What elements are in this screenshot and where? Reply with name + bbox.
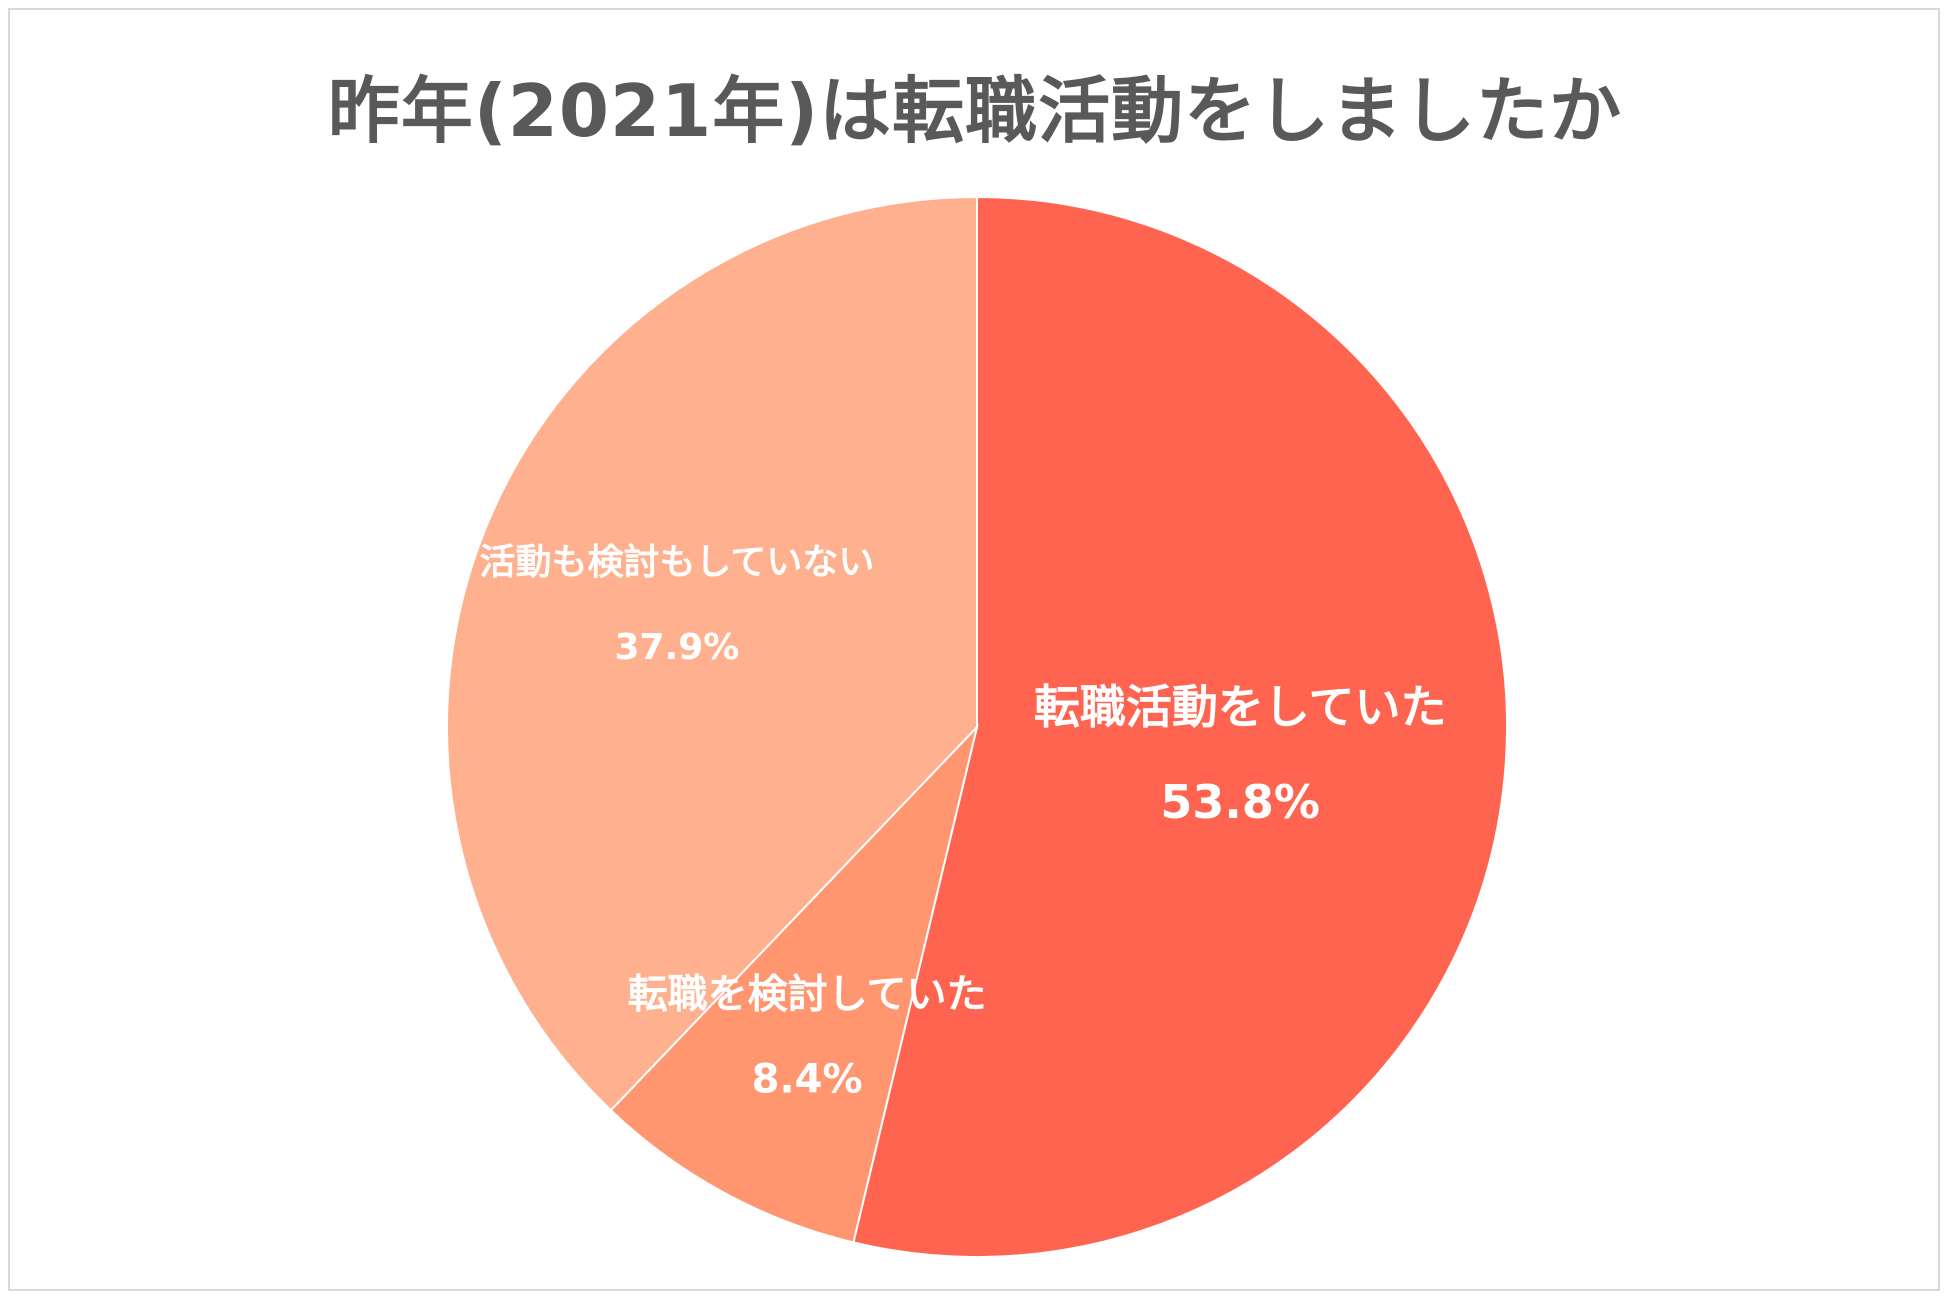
pie-slice-neither (446, 195, 978, 1112)
pie-slices (446, 195, 1508, 1258)
slice-category-label-considered: 転職を検討していた (628, 971, 987, 1017)
slice-value-label-considered: 8.4% (752, 1056, 863, 1102)
chart-title: 昨年(2021年)は転職活動をしましたか (327, 69, 1623, 153)
slice-value-label-neither: 37.9% (614, 627, 739, 668)
slice-category-label-changed-jobs: 転職活動をしていた (1034, 680, 1447, 734)
pie-slice-changed-jobs (852, 195, 1508, 1258)
slice-category-label-neither: 活動も検討もしていない (479, 542, 874, 583)
slice-value-label-changed-jobs: 53.8% (1160, 775, 1320, 829)
slice-labels: 転職活動をしていた 53.8% 転職を検討していた 8.4% 活動も検討もしていない 37… (479, 542, 1446, 1102)
pie-slice-considered (609, 723, 979, 1244)
